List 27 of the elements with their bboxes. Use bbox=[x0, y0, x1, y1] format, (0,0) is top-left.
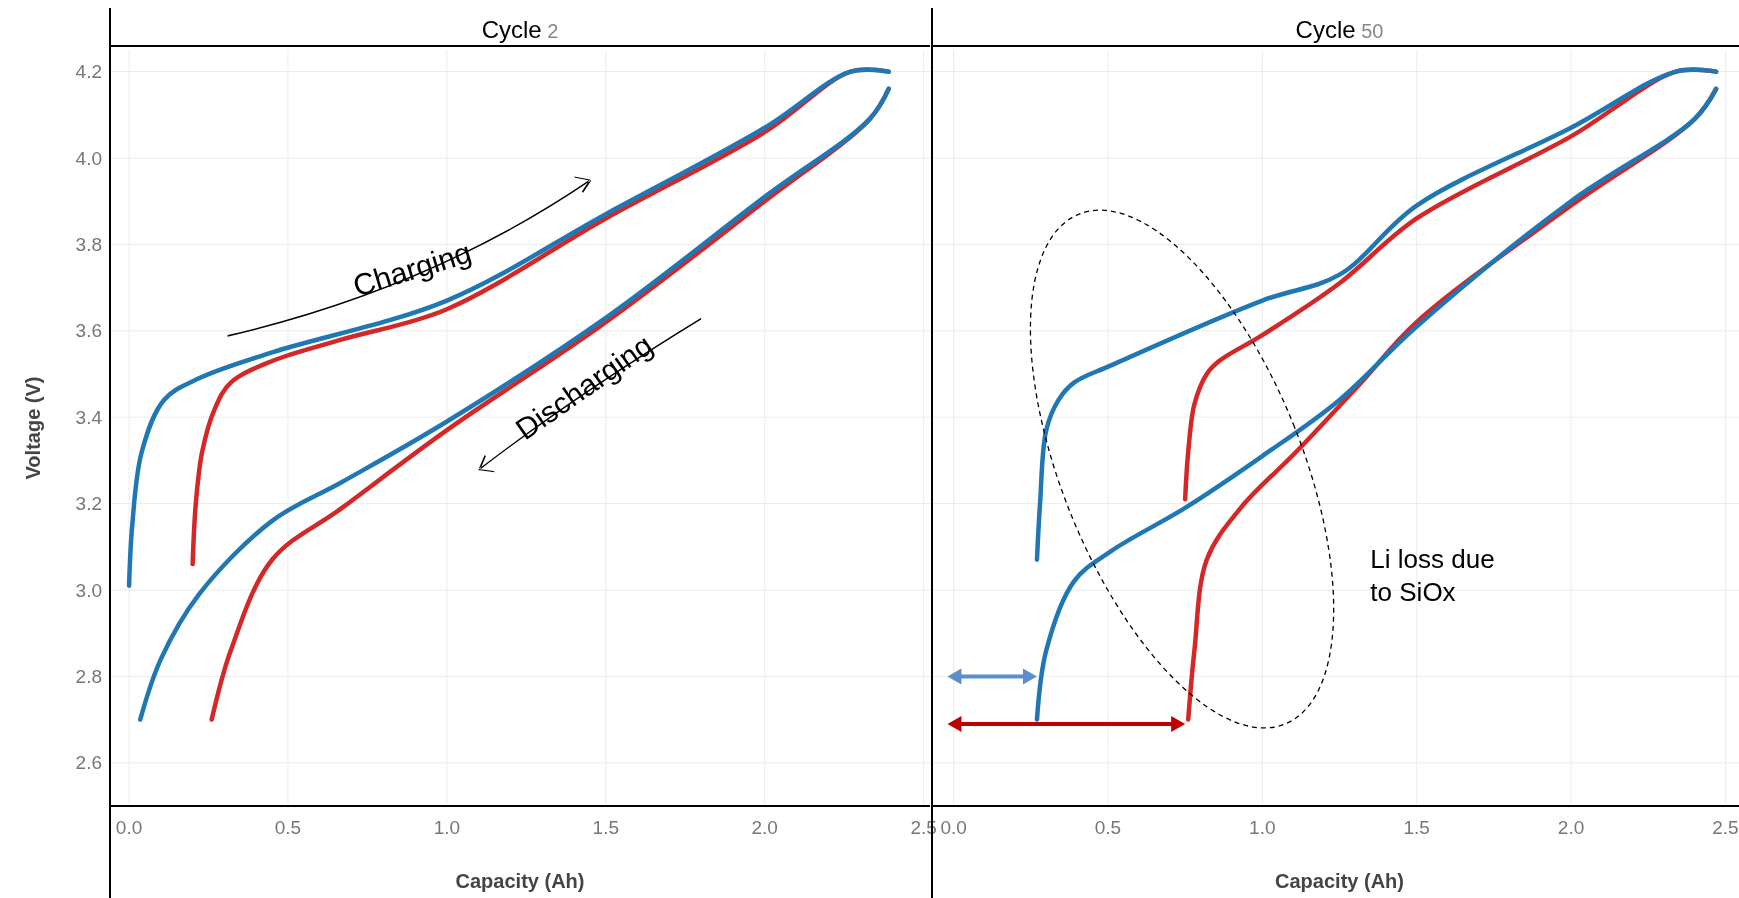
x-tick-label: 0.0 bbox=[940, 817, 967, 838]
x-tick-label: 0.0 bbox=[115, 817, 143, 838]
y-tick-label: 4.2 bbox=[75, 61, 102, 83]
x-tick-label: 2.0 bbox=[751, 817, 778, 838]
annotation: Charging bbox=[349, 235, 476, 303]
x-tick-label: 0.5 bbox=[274, 817, 302, 838]
x-tick-label: 1.5 bbox=[1403, 817, 1430, 838]
x-tick-label: 0.5 bbox=[1094, 817, 1122, 838]
x-tick-label: 1.0 bbox=[433, 817, 461, 838]
chart-title: Cycle 2 bbox=[481, 16, 559, 43]
y-axis-title: Voltage (V) bbox=[22, 376, 44, 480]
y-tick-label: 3.2 bbox=[75, 493, 102, 515]
x-axis-title: Capacity (Ah) bbox=[455, 870, 585, 892]
x-tick-label: 2.5 bbox=[1712, 817, 1739, 838]
y-tick-label: 2.6 bbox=[75, 752, 102, 774]
x-axis-title: Capacity (Ah) bbox=[1275, 870, 1404, 892]
y-tick-label: 2.8 bbox=[75, 666, 102, 688]
x-tick-label: 1.5 bbox=[592, 817, 620, 838]
x-tick-label: 2.0 bbox=[1557, 817, 1585, 838]
x-tick-label: 1.0 bbox=[1249, 817, 1276, 838]
y-tick-label: 4.0 bbox=[75, 147, 102, 169]
y-tick-label: 3.6 bbox=[75, 320, 102, 342]
y-tick-label: 3.0 bbox=[75, 579, 102, 601]
y-tick-label: 3.4 bbox=[75, 406, 103, 428]
annotation: Li loss due to SiOx bbox=[1370, 544, 1495, 607]
y-tick-label: 3.8 bbox=[75, 234, 102, 256]
chart-title: Cycle 50 bbox=[1295, 16, 1384, 43]
